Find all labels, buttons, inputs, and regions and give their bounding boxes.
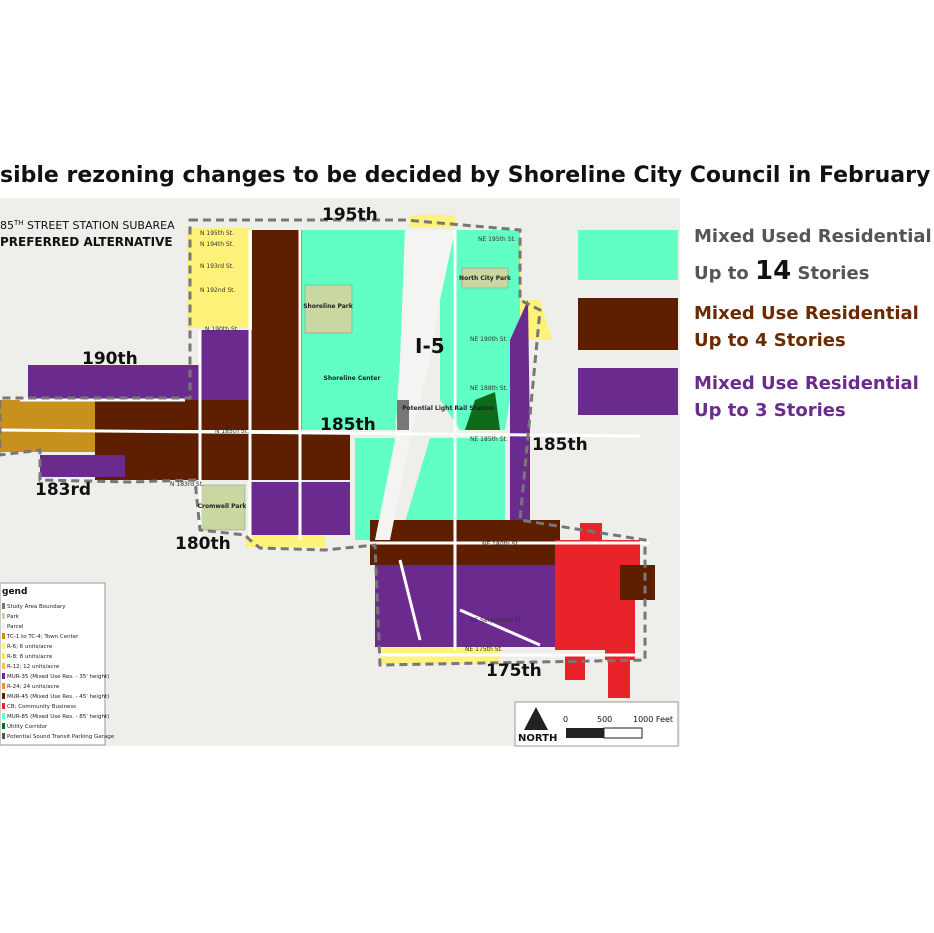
legend-swatch (2, 613, 5, 619)
small-street-label: N 193rd St. (200, 263, 234, 270)
legend-swatch (2, 673, 5, 679)
street-label: 195th (322, 205, 378, 225)
legend-swatch (2, 653, 5, 659)
small-street-label: NE 185th St. (470, 436, 508, 443)
streets (0, 230, 650, 657)
legend-swatch (2, 603, 5, 609)
legend-swatch (2, 623, 5, 629)
zone-label: Up to 14 Stories (694, 256, 869, 286)
legend-item: Parcel (7, 624, 24, 630)
scale-bar (603, 727, 643, 739)
zone-label: Mixed Used Residential (694, 226, 932, 247)
parks (199, 267, 509, 531)
legend-item: Study Area Boundary (7, 604, 66, 610)
north-label: NORTH (518, 733, 557, 744)
zone-swatch (578, 230, 678, 280)
legend-item: Park (7, 614, 20, 620)
legend-item: MUR-45 (Mixed Use Res. - 45' height) (7, 694, 109, 700)
legend-item: MUR-85 (Mixed Use Res. - 85' height) (7, 714, 109, 720)
small-street-label: NE Serpentine Pl. (470, 617, 522, 624)
utility-corridor (465, 392, 500, 430)
north-arrow (524, 707, 548, 730)
place-label: Shoreline Center (324, 375, 381, 382)
place-label: Shoreline Park (303, 303, 354, 310)
small-street-label: N 185th St. (215, 428, 249, 435)
zone-swatch (578, 368, 678, 415)
small-street-label: NE 180th St. (482, 541, 520, 548)
small-street-label: NE 175th St. (465, 646, 503, 653)
map-legend-title: gend (2, 587, 27, 597)
legend-item: R-12; 12 units/acre (7, 664, 60, 670)
zone-label: Mixed Use Residential (694, 303, 919, 324)
street-label: 175th (486, 661, 542, 681)
legend-swatch (2, 723, 5, 729)
street-label: 183rd (35, 480, 91, 500)
small-street-label: NE 195th St. (478, 236, 516, 243)
map: 85TH STREET STATION SUBAREA PREFERRED AL… (0, 198, 680, 747)
parking-garage (397, 400, 409, 430)
small-street-label: N 190th St. (205, 326, 239, 333)
legend-swatch (2, 713, 5, 719)
street-label: 180th (175, 534, 231, 554)
study-area-boundary (0, 218, 647, 667)
small-street-label: N 194th St. (200, 241, 234, 248)
legend-swatch (2, 663, 5, 669)
legend-item: Potential Sound Transit Parking Garage (7, 734, 115, 740)
freeway (375, 230, 455, 540)
zone-label: Mixed Use Residential (694, 373, 919, 394)
legend-swatch (2, 733, 5, 739)
subarea-rest: STREET STATION SUBAREA (24, 219, 176, 232)
subarea-number: 85 (0, 219, 14, 232)
small-street-labels: N 195th St. N 194th St. N 193rd St. N 192nd… (170, 230, 522, 653)
street-label: 190th (82, 349, 138, 369)
zone-label-part: Up to (694, 263, 749, 284)
zone-cb (555, 523, 640, 698)
street-label: 185th (532, 435, 588, 455)
zone-legend: Mixed Used Residential Up to 14 Stories … (578, 226, 932, 421)
legend-swatch (2, 633, 5, 639)
title: sible rezoning changes to be decided by … (0, 163, 934, 188)
legend-swatch (2, 693, 5, 699)
map-legend: Study Area Boundary Park Parcel TC-1 to TC-… (2, 603, 115, 740)
legend-item: CB; Community Business (7, 704, 76, 710)
zone-label: Up to 3 Stories (694, 400, 846, 421)
legend-item: R-8; 8 units/acre (7, 654, 53, 660)
alternative: PREFERRED ALTERNATIVE (0, 235, 173, 249)
place-label: Potential Light Rail Station (402, 405, 494, 412)
scale-bar (566, 728, 604, 738)
small-street-label: N 183rd St. (170, 481, 204, 488)
freeway-label: I-5 (415, 334, 445, 358)
small-street-label: NE 188th St. (470, 385, 508, 392)
place-label: Cromwell Park (198, 503, 248, 510)
legend-item: MUR-35 (Mixed Use Res. - 35' height) (7, 674, 109, 680)
subarea-suffix: TH (13, 219, 24, 227)
small-street-label: N 192nd St. (200, 287, 236, 294)
zone-mur45 (85, 230, 655, 600)
subarea-title: 85TH STREET STATION SUBAREA (0, 219, 175, 232)
legend-item: R-24; 24 units/acre (7, 684, 60, 690)
legend-swatch (2, 703, 5, 709)
zone-label-part: 14 (755, 256, 791, 286)
legend-item: R-6; 6 units/acre (7, 644, 53, 650)
zone-swatch (578, 298, 678, 350)
scale-label: 500 (597, 715, 612, 724)
legend-swatch (2, 683, 5, 689)
street-label: 185th (320, 415, 376, 435)
map-legend-box (0, 582, 106, 746)
legend-item: TC-1 to TC-4; Town Center (6, 634, 79, 640)
legend-swatch (2, 643, 5, 649)
scale-label: 1000 Feet (633, 715, 673, 724)
zone-label-part: Stories (798, 263, 870, 284)
place-label: North City Park (459, 275, 512, 282)
small-street-label: N 195th St. (200, 230, 234, 237)
zone-label: Up to 4 Stories (694, 330, 846, 351)
legend-item: Utility Corridor (7, 724, 48, 730)
zone-tc (0, 400, 95, 452)
small-street-label: NE 190th St. (470, 336, 508, 343)
scale-label: 0 (563, 715, 568, 724)
